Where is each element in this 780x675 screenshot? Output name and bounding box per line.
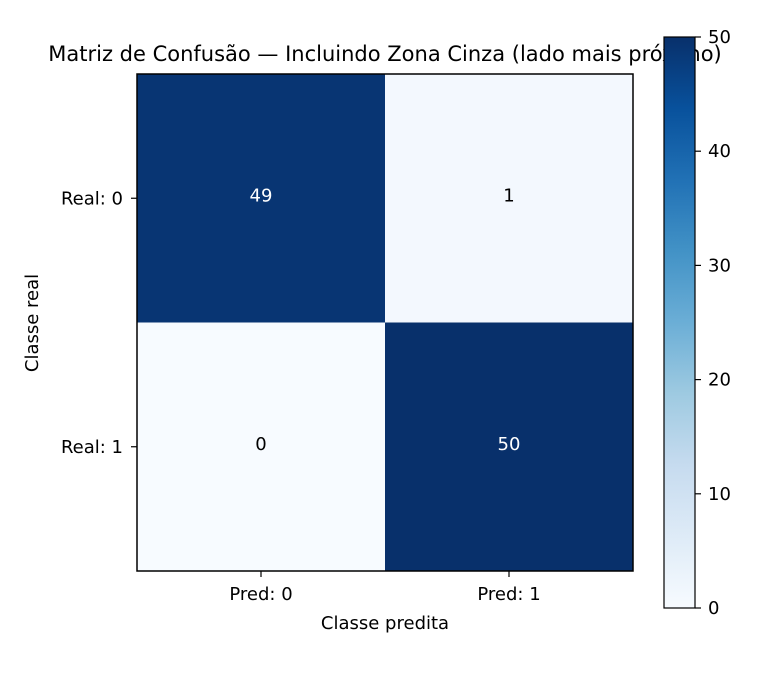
colorbar-tick-label: 20 [708, 370, 731, 391]
colorbar [664, 37, 695, 608]
x-tick-label: Pred: 0 [229, 584, 292, 605]
cell-value-label: 1 [503, 185, 514, 206]
colorbar-tick-label: 30 [708, 255, 731, 276]
chart-title: Matriz de Confusão — Incluindo Zona Cinz… [48, 42, 722, 66]
colorbar-tick-label: 40 [708, 141, 731, 162]
y-axis-ticks: Real: 0 Real: 1 [61, 188, 137, 458]
cell-value-label: 50 [498, 434, 521, 455]
cell-value-label: 49 [250, 185, 273, 206]
heatmap-cells [137, 74, 633, 571]
colorbar-tick-label: 10 [708, 484, 731, 505]
x-axis-label: Classe predita [321, 613, 449, 634]
colorbar-tick-label: 0 [708, 598, 719, 619]
y-tick-label: Real: 0 [61, 188, 123, 209]
x-axis-ticks: Pred: 0 Pred: 1 [229, 571, 540, 605]
colorbar-tick-label: 50 [708, 27, 731, 48]
x-tick-label: Pred: 1 [477, 584, 540, 605]
y-axis-label: Classe real [22, 274, 43, 372]
cell-value-label: 0 [255, 434, 266, 455]
y-tick-label: Real: 1 [61, 437, 123, 458]
colorbar-ticks: 0 10 20 30 40 50 [695, 27, 731, 619]
